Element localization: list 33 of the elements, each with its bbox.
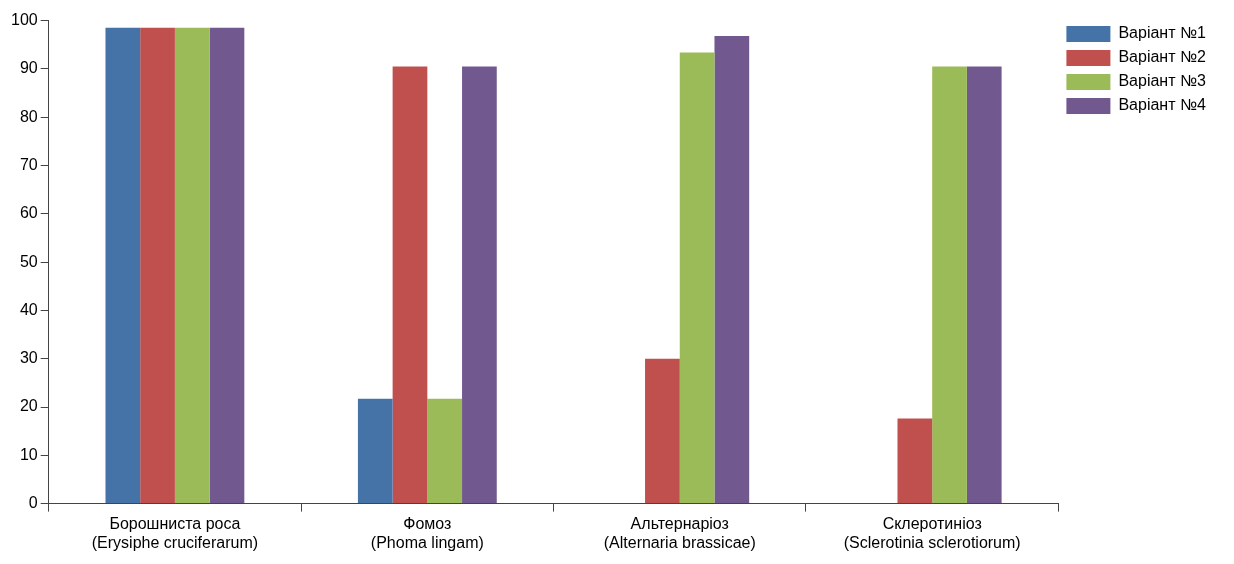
bar: [462, 66, 497, 504]
y-tick-label: 0: [28, 494, 38, 512]
bar: [966, 66, 1002, 504]
bar: [897, 418, 933, 504]
y-tick-label: 70: [19, 155, 38, 173]
bar: [714, 36, 750, 504]
legend-label: Варіант №1: [1118, 24, 1207, 42]
y-tick-label: 60: [19, 204, 38, 222]
y-tick-label: 20: [19, 397, 38, 415]
y-tick-label: 30: [19, 349, 38, 367]
x-tick-label: Фомоз (Phoma lingam): [370, 514, 484, 551]
y-tick-label: 40: [19, 300, 38, 318]
y-tick-label: 100: [10, 11, 38, 29]
x-tick-label: Альтернаріоз (Alternaria brassicae): [603, 514, 756, 551]
bar: [932, 66, 967, 504]
legend-label: Варіант №2: [1118, 48, 1207, 66]
bar: [140, 27, 175, 504]
bar: [357, 398, 393, 504]
legend-label: Варіант №4: [1118, 96, 1207, 114]
x-tick-label: Склеротиніоз (Sclerotinia sclerotiorum): [843, 514, 1021, 551]
bar: [679, 52, 715, 504]
x-tick-label: Борошниста роса (Erysiphe cruciferarum): [91, 514, 259, 551]
bar: [427, 398, 463, 504]
y-tick-label: 50: [19, 252, 38, 270]
bar: [105, 27, 141, 504]
y-tick-label: 90: [19, 59, 38, 77]
bar: [209, 27, 245, 504]
y-tick-label: 10: [19, 445, 38, 463]
legend-label: Варіант №3: [1118, 72, 1207, 90]
bar: [645, 358, 680, 504]
y-tick-label: 80: [19, 107, 38, 125]
bar: [392, 66, 428, 504]
bar: [174, 27, 210, 504]
